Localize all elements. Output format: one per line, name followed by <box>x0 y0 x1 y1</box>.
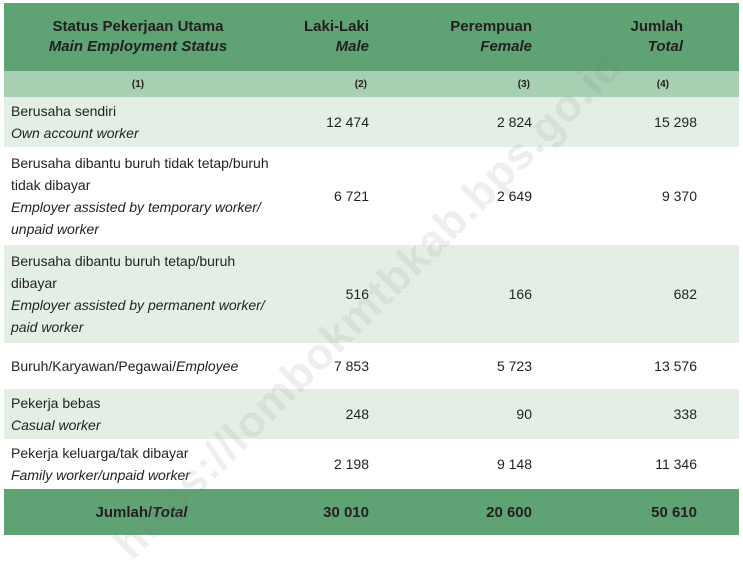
header-male: Laki-Laki Male <box>272 3 379 71</box>
male-value: 2 198 <box>272 439 379 489</box>
total-value: 15 298 <box>542 97 739 147</box>
total-label: Jumlah/Total <box>4 489 272 535</box>
total-value: 13 576 <box>542 343 739 389</box>
male-value: 516 <box>272 245 379 343</box>
row-label: Pekerja bebas Casual worker <box>4 389 272 439</box>
col-number: (4) <box>542 71 739 97</box>
col-number: (1) <box>4 71 272 97</box>
female-value: 2 824 <box>379 97 542 147</box>
column-number-row: (1) (2) (3) (4) <box>4 71 739 97</box>
table-row: Berusaha dibantu buruh tetap/buruh dibaya… <box>4 245 739 343</box>
total-female: 20 600 <box>379 489 542 535</box>
female-value: 5 723 <box>379 343 542 389</box>
male-value: 12 474 <box>272 97 379 147</box>
total-value: 682 <box>542 245 739 343</box>
row-label: Berusaha sendiri Own account worker <box>4 97 272 147</box>
total-row: Jumlah/Total 30 010 20 600 50 610 <box>4 489 739 535</box>
total-male: 30 010 <box>272 489 379 535</box>
header-total: Jumlah Total <box>542 3 739 71</box>
female-value: 2 649 <box>379 147 542 245</box>
total-value: 11 346 <box>542 439 739 489</box>
table-row: Buruh/Karyawan/Pegawai/Employee 7 853 5 … <box>4 343 739 389</box>
employment-table: Status Pekerjaan Utama Main Employment St… <box>4 3 739 535</box>
table-row: Berusaha dibantu buruh tidak tetap/buruh… <box>4 147 739 245</box>
table-row: Pekerja keluarga/tak dibayar Family worke… <box>4 439 739 489</box>
col-number: (2) <box>272 71 379 97</box>
female-value: 90 <box>379 389 542 439</box>
male-value: 248 <box>272 389 379 439</box>
male-value: 7 853 <box>272 343 379 389</box>
row-label: Buruh/Karyawan/Pegawai/Employee <box>4 343 272 389</box>
total-total: 50 610 <box>542 489 739 535</box>
table-row: Pekerja bebas Casual worker 248 90 338 <box>4 389 739 439</box>
table-row: Berusaha sendiri Own account worker 12 47… <box>4 97 739 147</box>
row-label: Pekerja keluarga/tak dibayar Family worke… <box>4 439 272 489</box>
total-value: 9 370 <box>542 147 739 245</box>
male-value: 6 721 <box>272 147 379 245</box>
row-label: Berusaha dibantu buruh tidak tetap/buruh… <box>4 147 272 245</box>
header-female: Perempuan Female <box>379 3 542 71</box>
total-value: 338 <box>542 389 739 439</box>
female-value: 9 148 <box>379 439 542 489</box>
header-status: Status Pekerjaan Utama Main Employment St… <box>4 3 272 71</box>
row-label: Berusaha dibantu buruh tetap/buruh dibaya… <box>4 245 272 343</box>
col-number: (3) <box>379 71 542 97</box>
table-header: Status Pekerjaan Utama Main Employment St… <box>4 3 739 71</box>
female-value: 166 <box>379 245 542 343</box>
